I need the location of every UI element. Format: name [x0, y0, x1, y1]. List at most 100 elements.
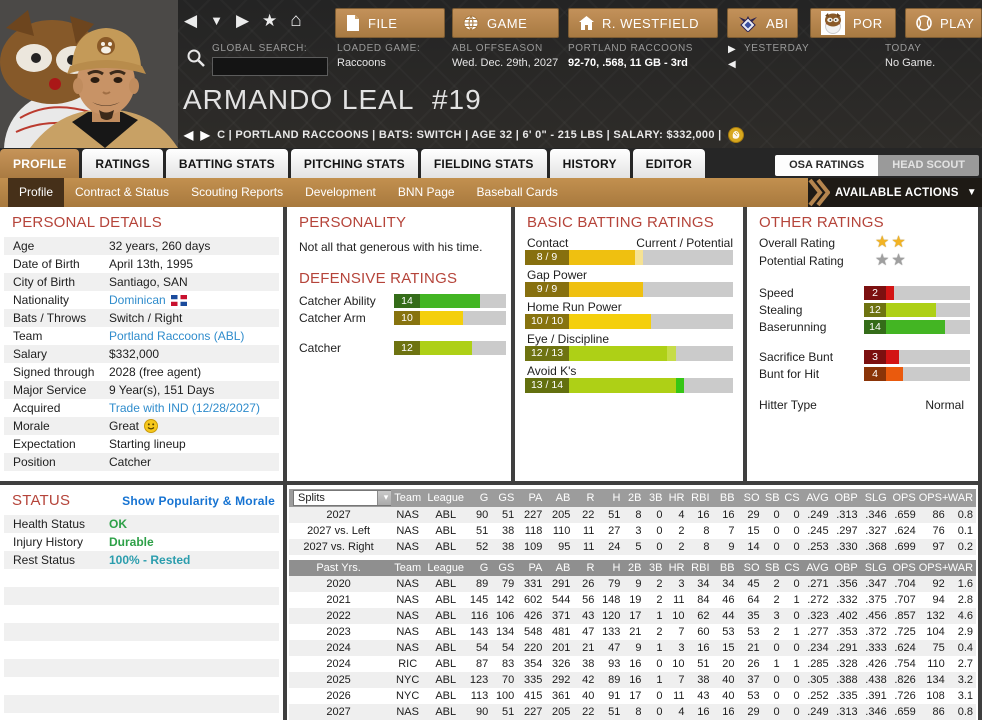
detail-value: Trade with IND (12/28/2027): [109, 401, 260, 415]
column-header-ops+[interactable]: OPS+: [918, 489, 948, 507]
prev-day-icon[interactable]: ◀: [728, 59, 736, 70]
column-header-so[interactable]: SO: [737, 489, 763, 507]
splits-dropdown[interactable]: Splits ▾: [293, 490, 392, 506]
column-header-team[interactable]: Team: [391, 489, 428, 507]
favorite-icon[interactable]: ★: [262, 11, 278, 30]
tab-profile[interactable]: PROFILE: [0, 149, 80, 178]
next-player-icon[interactable]: ▶: [200, 128, 211, 142]
other-ratings-panel: OTHER RATINGS Overall Rating ★★ Potentia…: [747, 207, 978, 481]
stats-header-row: Splits ▾ Team League G GS PA AB R H 2B 3B HR RBI BB S…: [289, 489, 976, 507]
detail-label: Bats / Throws: [13, 311, 87, 325]
detail-row: Date of Birth April 13th, 1995: [4, 255, 279, 273]
column-header-3b[interactable]: 3B: [644, 489, 666, 507]
menu-button-file[interactable]: FILE: [335, 8, 445, 38]
detail-text: April 13th, 1995: [109, 257, 194, 271]
past-column-header: SO: [737, 560, 763, 576]
detail-row: Bats / Throws Switch / Right: [4, 309, 279, 327]
column-header-gs[interactable]: GS: [491, 489, 518, 507]
stat-cell: 16: [712, 507, 738, 523]
subtab-contract-status[interactable]: Contract & Status: [75, 185, 170, 199]
tab-history[interactable]: HISTORY: [549, 149, 630, 178]
column-header-h[interactable]: H: [597, 489, 624, 507]
column-header-2b[interactable]: 2B: [623, 489, 645, 507]
column-header-slg[interactable]: SLG: [860, 489, 890, 507]
menu-button-abi[interactable]: ABI: [727, 8, 798, 38]
column-header-sb[interactable]: SB: [762, 489, 783, 507]
show-popularity-morale-link[interactable]: Show Popularity & Morale: [122, 494, 275, 508]
rating-value: 13 / 14: [525, 378, 569, 393]
column-header-bb[interactable]: BB: [712, 489, 738, 507]
head-scout-button[interactable]: HEAD SCOUT: [878, 155, 979, 176]
tab-ratings[interactable]: RATINGS: [82, 149, 163, 178]
row-label: 2023: [326, 626, 351, 638]
menu-button-play[interactable]: PLAY: [905, 8, 982, 38]
menu-button-por[interactable]: POR: [810, 8, 896, 38]
stat-cell: 2: [656, 594, 663, 606]
stat-cell: 326: [552, 658, 571, 670]
stat-cell: 34: [687, 576, 713, 592]
defensive-rating-row: Catcher Ability 14: [287, 292, 511, 309]
dropdown-icon[interactable]: ▼: [210, 13, 223, 28]
home-icon[interactable]: ⌂: [290, 10, 302, 31]
stat-cell: 27: [608, 525, 621, 537]
row-label: 2020: [289, 576, 392, 592]
column-header-ab[interactable]: AB: [545, 489, 574, 507]
column-header-rbi[interactable]: RBI: [687, 489, 713, 507]
tab-pitching-stats[interactable]: PITCHING STATS: [290, 149, 418, 178]
column-header-league[interactable]: League: [427, 489, 468, 507]
column-header-war[interactable]: WAR: [947, 489, 976, 507]
stat-cell: 84: [697, 594, 710, 606]
stat-cell: 2: [773, 594, 780, 606]
available-actions-button[interactable]: AVAILABLE ACTIONS ▼: [830, 178, 982, 207]
subtab-profile[interactable]: Profile: [8, 178, 65, 207]
past-column-header: WAR: [947, 560, 976, 576]
detail-link[interactable]: Trade with IND (12/28/2027): [109, 401, 260, 415]
stat-cell: 38: [502, 525, 515, 537]
detail-link[interactable]: Portland Raccoons (ABL): [109, 329, 245, 343]
subtab-baseball-cards[interactable]: Baseball Cards: [476, 185, 558, 199]
past-year-row: 2027 NAS ABL 90 51 227 205 22 51 8 0 4 16 16 29 0 0.249.…: [289, 704, 976, 720]
forward-icon[interactable]: ▶: [235, 11, 250, 30]
stat-cell: 109: [517, 539, 546, 555]
menu-button-game[interactable]: GAME: [452, 8, 559, 38]
prev-player-icon[interactable]: ◀: [184, 128, 194, 142]
subtab-bnn-page[interactable]: BNN Page: [397, 185, 455, 199]
column-header-obp[interactable]: OBP: [831, 489, 861, 507]
tab-editor[interactable]: EDITOR: [632, 149, 705, 178]
stat-cell: ABL: [427, 539, 468, 555]
stats-table-panel: Splits ▾ Team League G GS PA AB R H 2B 3B HR RBI BB S…: [287, 485, 978, 720]
past-year-row: 2020 NAS ABL 89 79 331 291 26 79 9 2 3 34 34 45 2 0.271.…: [289, 576, 976, 592]
detail-value: Starting lineup: [109, 437, 186, 451]
osa-ratings-button[interactable]: OSA RATINGS: [775, 155, 879, 176]
column-header-cs[interactable]: CS: [782, 489, 803, 507]
column-header-g[interactable]: G: [467, 489, 492, 507]
subtab-development[interactable]: Development: [305, 185, 376, 199]
column-header-pa[interactable]: PA: [517, 489, 546, 507]
column-header-hr[interactable]: HR: [665, 489, 688, 507]
tab-fielding-stats[interactable]: FIELDING STATS: [420, 149, 547, 178]
stat-cell: 0: [793, 690, 800, 702]
global-search-input[interactable]: [212, 57, 328, 76]
detail-link[interactable]: Dominican: [109, 293, 166, 307]
empty-row: [4, 677, 279, 695]
stat-cell: 51: [597, 507, 624, 523]
next-day-icon[interactable]: ▶: [728, 44, 736, 55]
column-header-r[interactable]: R: [573, 489, 598, 507]
stat-cell: 0: [762, 704, 783, 720]
stat-cell: 201: [545, 640, 574, 656]
player-info-line: ◀ ▶ C | PORTLAND RACCOONS | BATS: SWITCH…: [184, 127, 745, 143]
detail-label: Age: [13, 239, 35, 253]
back-icon[interactable]: ◀: [184, 11, 198, 30]
menu-button-manager[interactable]: R. WESTFIELD: [568, 8, 718, 38]
batting-rating-row: Avoid K's 13 / 14: [525, 363, 733, 393]
column-header-avg[interactable]: AVG: [802, 489, 832, 507]
defensive-rating-row: Catcher 12: [287, 339, 511, 356]
tab-batting-stats[interactable]: BATTING STATS: [165, 149, 288, 178]
column-header-ops[interactable]: OPS: [889, 489, 919, 507]
stat-cell: 86: [918, 704, 948, 720]
stat-cell: 51: [476, 525, 489, 537]
search-icon[interactable]: [186, 48, 206, 68]
menu-button-label: ABI: [766, 15, 789, 31]
subtab-scouting-reports[interactable]: Scouting Reports: [191, 185, 284, 199]
